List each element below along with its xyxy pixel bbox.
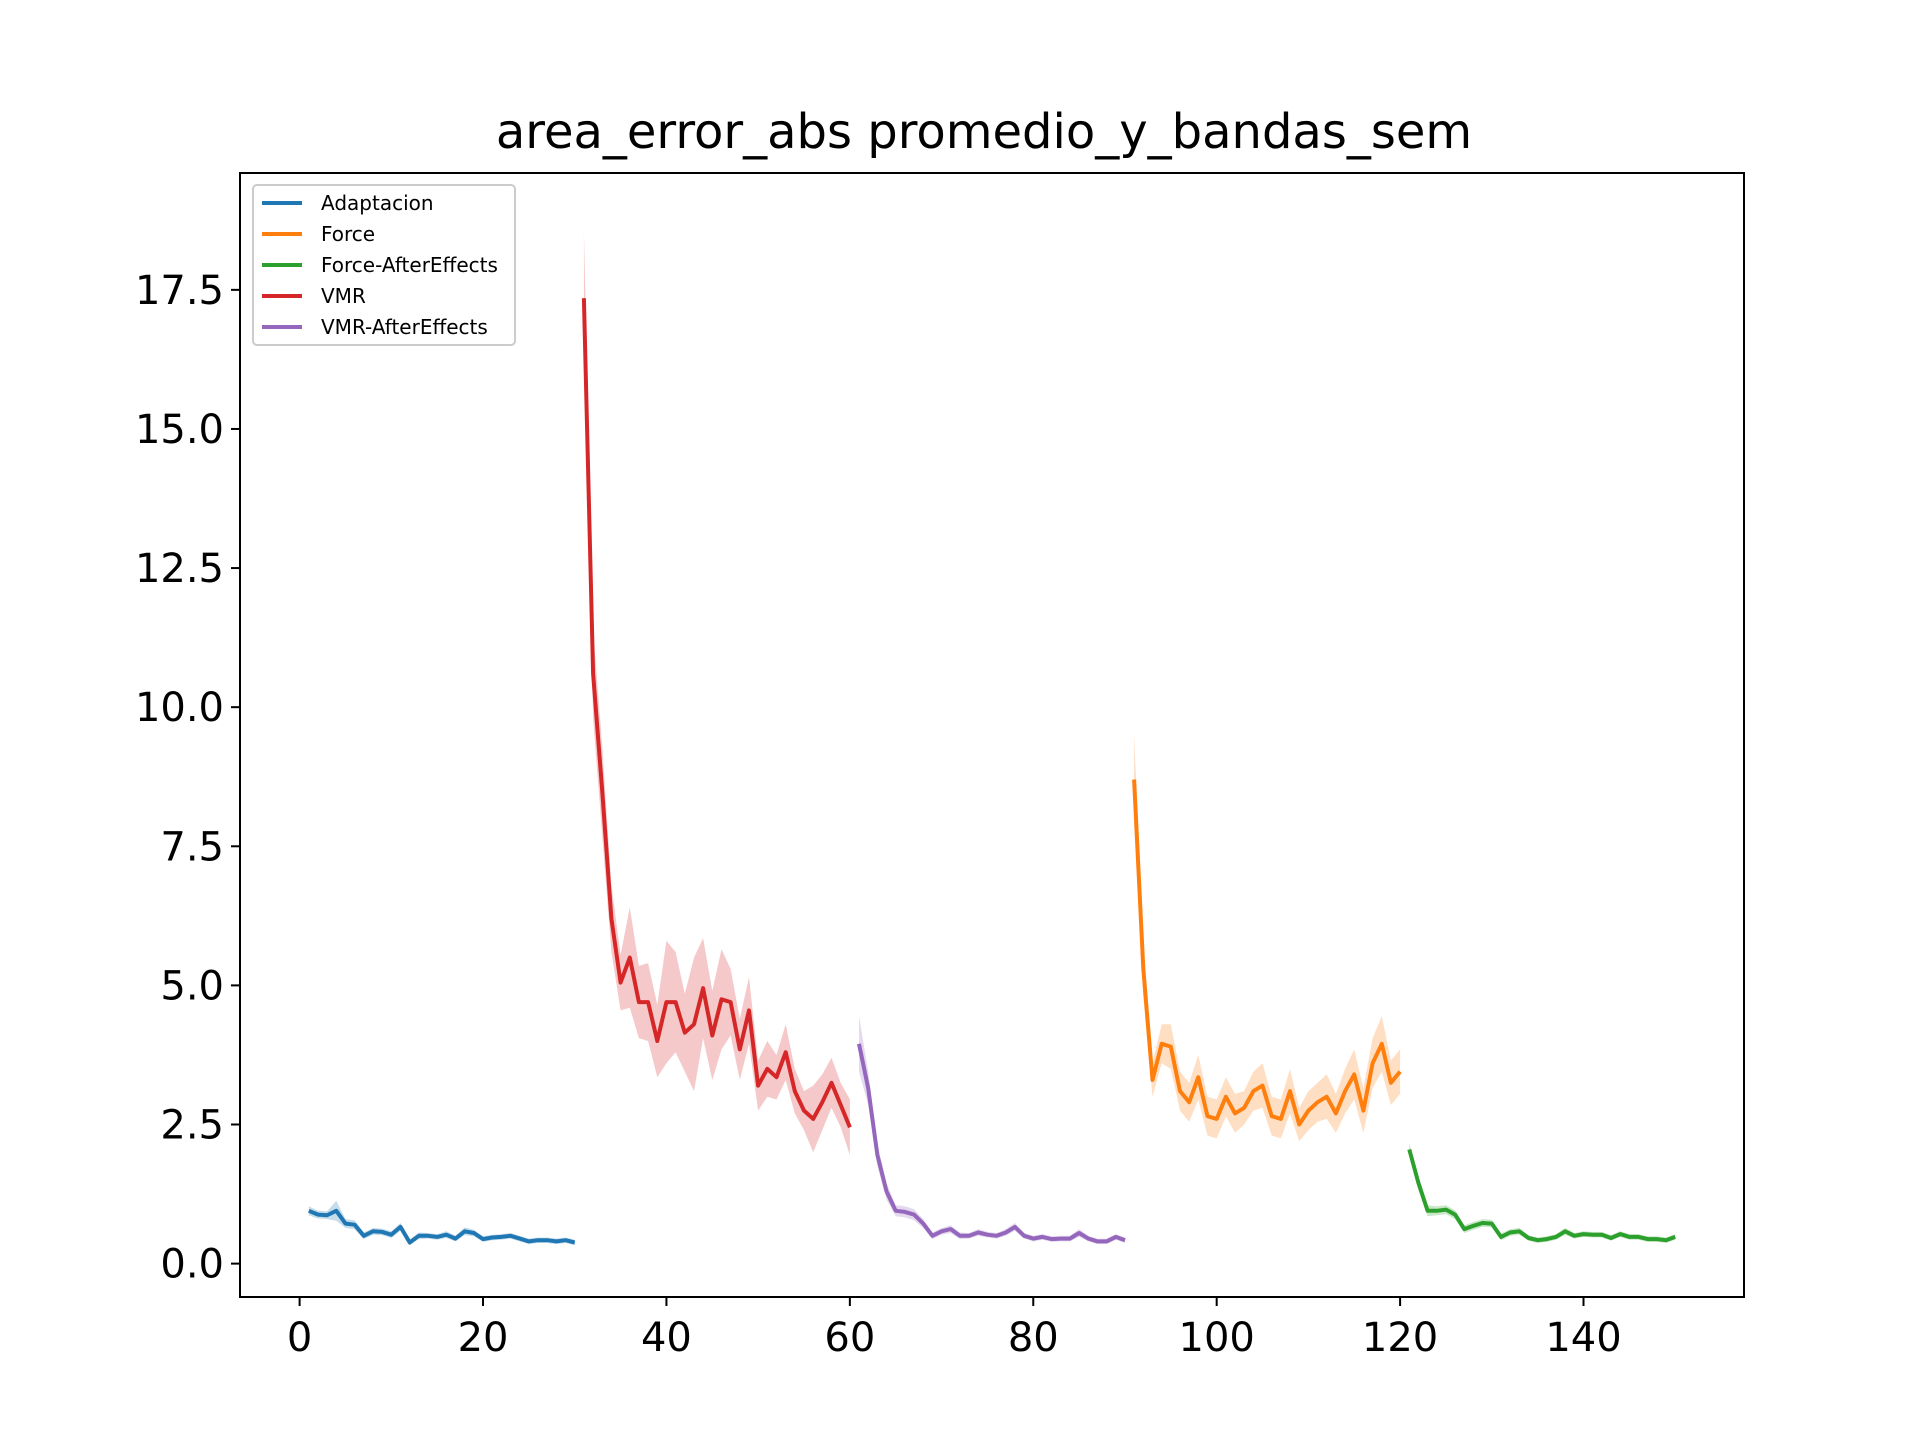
- x-tick-label: 60: [824, 1315, 875, 1361]
- y-tick-label: 7.5: [160, 824, 224, 870]
- legend-label: VMR-AfterEffects: [321, 315, 488, 339]
- plot-area: [308, 231, 1676, 1246]
- y-tick-label: 17.5: [135, 268, 224, 314]
- y-tick-label: 12.5: [135, 546, 224, 592]
- sem-band-3: [583, 231, 850, 1156]
- y-tick-label: 10.0: [135, 685, 224, 731]
- x-tick-label: 80: [1008, 1315, 1059, 1361]
- series-line-2: [1407, 1148, 1676, 1243]
- series-lines: [308, 298, 1676, 1245]
- x-tick-label: 40: [641, 1315, 692, 1361]
- y-axis: 0.0 2.5 5.0 7.5 10.0 12.5 15.0 17.5: [135, 268, 240, 1288]
- x-axis: 0 20 40 60 80 100 120 140: [287, 1297, 1622, 1361]
- series-line-0: [308, 1208, 576, 1245]
- legend-box: [252, 184, 516, 346]
- x-tick-label: 20: [458, 1315, 509, 1361]
- series-line-1: [1132, 779, 1402, 1127]
- legend-label: VMR: [321, 284, 366, 308]
- y-tick-label: 2.5: [160, 1103, 224, 1149]
- x-tick-label: 120: [1362, 1315, 1438, 1361]
- x-tick-label: 100: [1179, 1315, 1255, 1361]
- x-tick-label: 0: [287, 1315, 312, 1361]
- y-tick-label: 15.0: [135, 407, 224, 453]
- y-tick-label: 5.0: [160, 963, 224, 1009]
- legend-label: Force-AfterEffects: [321, 253, 498, 277]
- x-tick-label: 140: [1545, 1315, 1621, 1361]
- series-line-4: [857, 1043, 1126, 1244]
- series-line-3: [581, 298, 852, 1129]
- legend: Adaptacion Force Force-AfterEffects VMR VMR-…: [252, 184, 516, 346]
- plot-frame: [239, 172, 1745, 1298]
- chart-title: area_error_abs promedio_y_bandas_sem: [496, 104, 1472, 160]
- legend-label: Adaptacion: [321, 191, 434, 215]
- y-tick-label: 0.0: [160, 1242, 224, 1288]
- legend-label: Force: [321, 222, 375, 246]
